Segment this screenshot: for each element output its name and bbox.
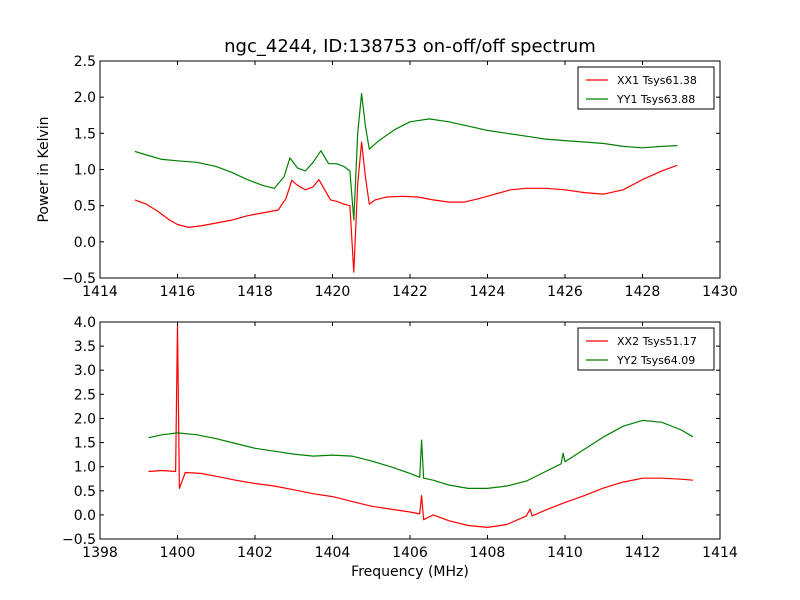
y-tick-label: 0.0 xyxy=(74,508,96,524)
x-tick-label: 1426 xyxy=(547,284,583,300)
series-line-xx1 xyxy=(134,141,678,273)
x-tick-label: 1410 xyxy=(547,545,583,561)
x-tick-label: 1420 xyxy=(315,284,351,300)
legend-label: YY1 Tsys63.88 xyxy=(616,93,695,106)
y-tick-label: 0.5 xyxy=(74,484,96,500)
y-tick-label: 1.5 xyxy=(74,436,96,452)
x-tick-label: 1402 xyxy=(237,545,273,561)
top-spectrum-plot: 1414 1416 1418 1420 1422 1424 1426 1428 1430 −0.5… xyxy=(36,54,738,300)
legend-box xyxy=(577,327,715,371)
x-tick-label: 1408 xyxy=(470,545,506,561)
y-tick-label: −0.5 xyxy=(62,532,96,548)
series-line-yy1 xyxy=(134,93,678,221)
y-tick-label: 1.5 xyxy=(74,126,96,142)
legend-label: YY2 Tsys64.09 xyxy=(616,354,695,367)
x-tick-label: 1400 xyxy=(160,545,196,561)
legend-label: XX1 Tsys61.38 xyxy=(617,74,697,87)
x-tick-label: 1418 xyxy=(237,284,273,300)
legend-label: XX2 Tsys51.17 xyxy=(617,335,697,348)
y-tick-label: 2.5 xyxy=(74,54,96,70)
x-tick-label: 1430 xyxy=(702,284,738,300)
y-tick-label: 1.0 xyxy=(74,460,96,476)
x-tick-label: 1414 xyxy=(82,284,118,300)
series-line-yy2 xyxy=(148,419,694,489)
x-tick-label: 1404 xyxy=(315,545,351,561)
y-tick-label: 3.5 xyxy=(74,339,96,355)
y-tick-label: 0.0 xyxy=(74,235,96,251)
figure-title: ngc_4244, ID:138753 on-off/off spectrum xyxy=(224,36,596,57)
bottom-spectrum-plot: 1398 1400 1402 1404 1406 1408 1410 1412 1414 −0.5… xyxy=(62,315,738,580)
y-tick-label: 4.0 xyxy=(74,315,96,331)
y-tick-label: 0.5 xyxy=(74,199,96,215)
y-axis-title: Power in Kelvin xyxy=(36,116,52,222)
x-axis-title: Frequency (MHz) xyxy=(351,564,469,580)
x-tick-label: 1422 xyxy=(392,284,428,300)
x-tick-label: 1406 xyxy=(392,545,428,561)
series-line-xx2 xyxy=(148,323,693,528)
y-tick-label: 2.0 xyxy=(74,90,96,106)
x-tick-label: 1412 xyxy=(625,545,661,561)
y-tick-label: 3.0 xyxy=(74,363,96,379)
y-tick-label: 2.5 xyxy=(74,387,96,403)
x-tick-label: 1398 xyxy=(82,545,118,561)
y-tick-label: 2.0 xyxy=(74,411,96,427)
legend: XX1 Tsys61.38 YY1 Tsys63.88 xyxy=(577,66,715,110)
y-tick-label: 1.0 xyxy=(74,163,96,179)
y-tick-label: −0.5 xyxy=(62,271,96,287)
x-tick-label: 1416 xyxy=(160,284,196,300)
x-tick-label: 1414 xyxy=(702,545,738,561)
legend: XX2 Tsys51.17 YY2 Tsys64.09 xyxy=(577,327,715,371)
x-tick-label: 1424 xyxy=(470,284,506,300)
legend-box xyxy=(577,66,715,110)
x-tick-label: 1428 xyxy=(625,284,661,300)
